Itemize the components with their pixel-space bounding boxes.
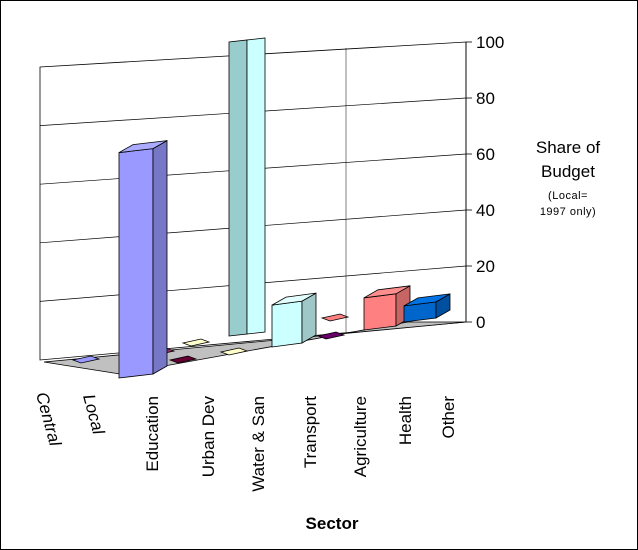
category-label: Other — [439, 396, 458, 439]
category-label: Water & San — [249, 396, 268, 492]
bar-local-transport — [271, 292, 317, 348]
floor-marker — [316, 331, 346, 340]
y-tick-label: 80 — [476, 89, 495, 108]
bar-central-water-san — [228, 37, 266, 337]
y-tick-label: 100 — [476, 33, 504, 52]
series-label: Local — [79, 392, 108, 437]
floor-marker — [181, 338, 211, 347]
y-tick-label: 20 — [476, 257, 495, 276]
y-tick-label: 0 — [476, 313, 485, 332]
floor-marker — [168, 355, 198, 364]
y-tick-label: 40 — [476, 201, 495, 220]
bar-local-other — [403, 293, 451, 323]
y-axis-note: (Local= 1997 only) — [539, 190, 597, 218]
series-label: Central — [32, 390, 65, 449]
x-axis-label: Sector — [306, 514, 359, 533]
bar-local-education — [118, 139, 168, 379]
category-label: Agriculture — [351, 396, 370, 477]
side-wall — [466, 42, 496, 322]
y-tick-label: 60 — [476, 145, 495, 164]
bars — [118, 37, 451, 379]
category-label: Urban Dev — [199, 396, 218, 478]
x-axis-ticks: Central Local Education Urban Dev Water & Sa… — [32, 390, 458, 492]
y-axis-ticks: 0 20 40 60 80 100 — [465, 33, 504, 332]
category-label: Health — [396, 396, 415, 445]
floor-marker — [219, 347, 249, 356]
category-label: Education — [143, 396, 162, 472]
floor-marker — [320, 313, 350, 322]
floor-marker — [71, 355, 101, 364]
category-label: Transport — [301, 396, 320, 468]
y-axis-label: Share of Budget — [535, 138, 601, 181]
